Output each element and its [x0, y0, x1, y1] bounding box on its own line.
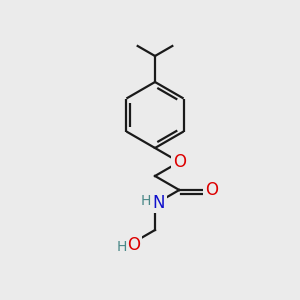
Text: H: H [141, 194, 151, 208]
Text: O: O [127, 236, 140, 254]
Text: O: O [173, 153, 186, 171]
Text: O: O [205, 181, 218, 199]
Text: N: N [153, 194, 165, 212]
Text: H: H [117, 240, 127, 254]
